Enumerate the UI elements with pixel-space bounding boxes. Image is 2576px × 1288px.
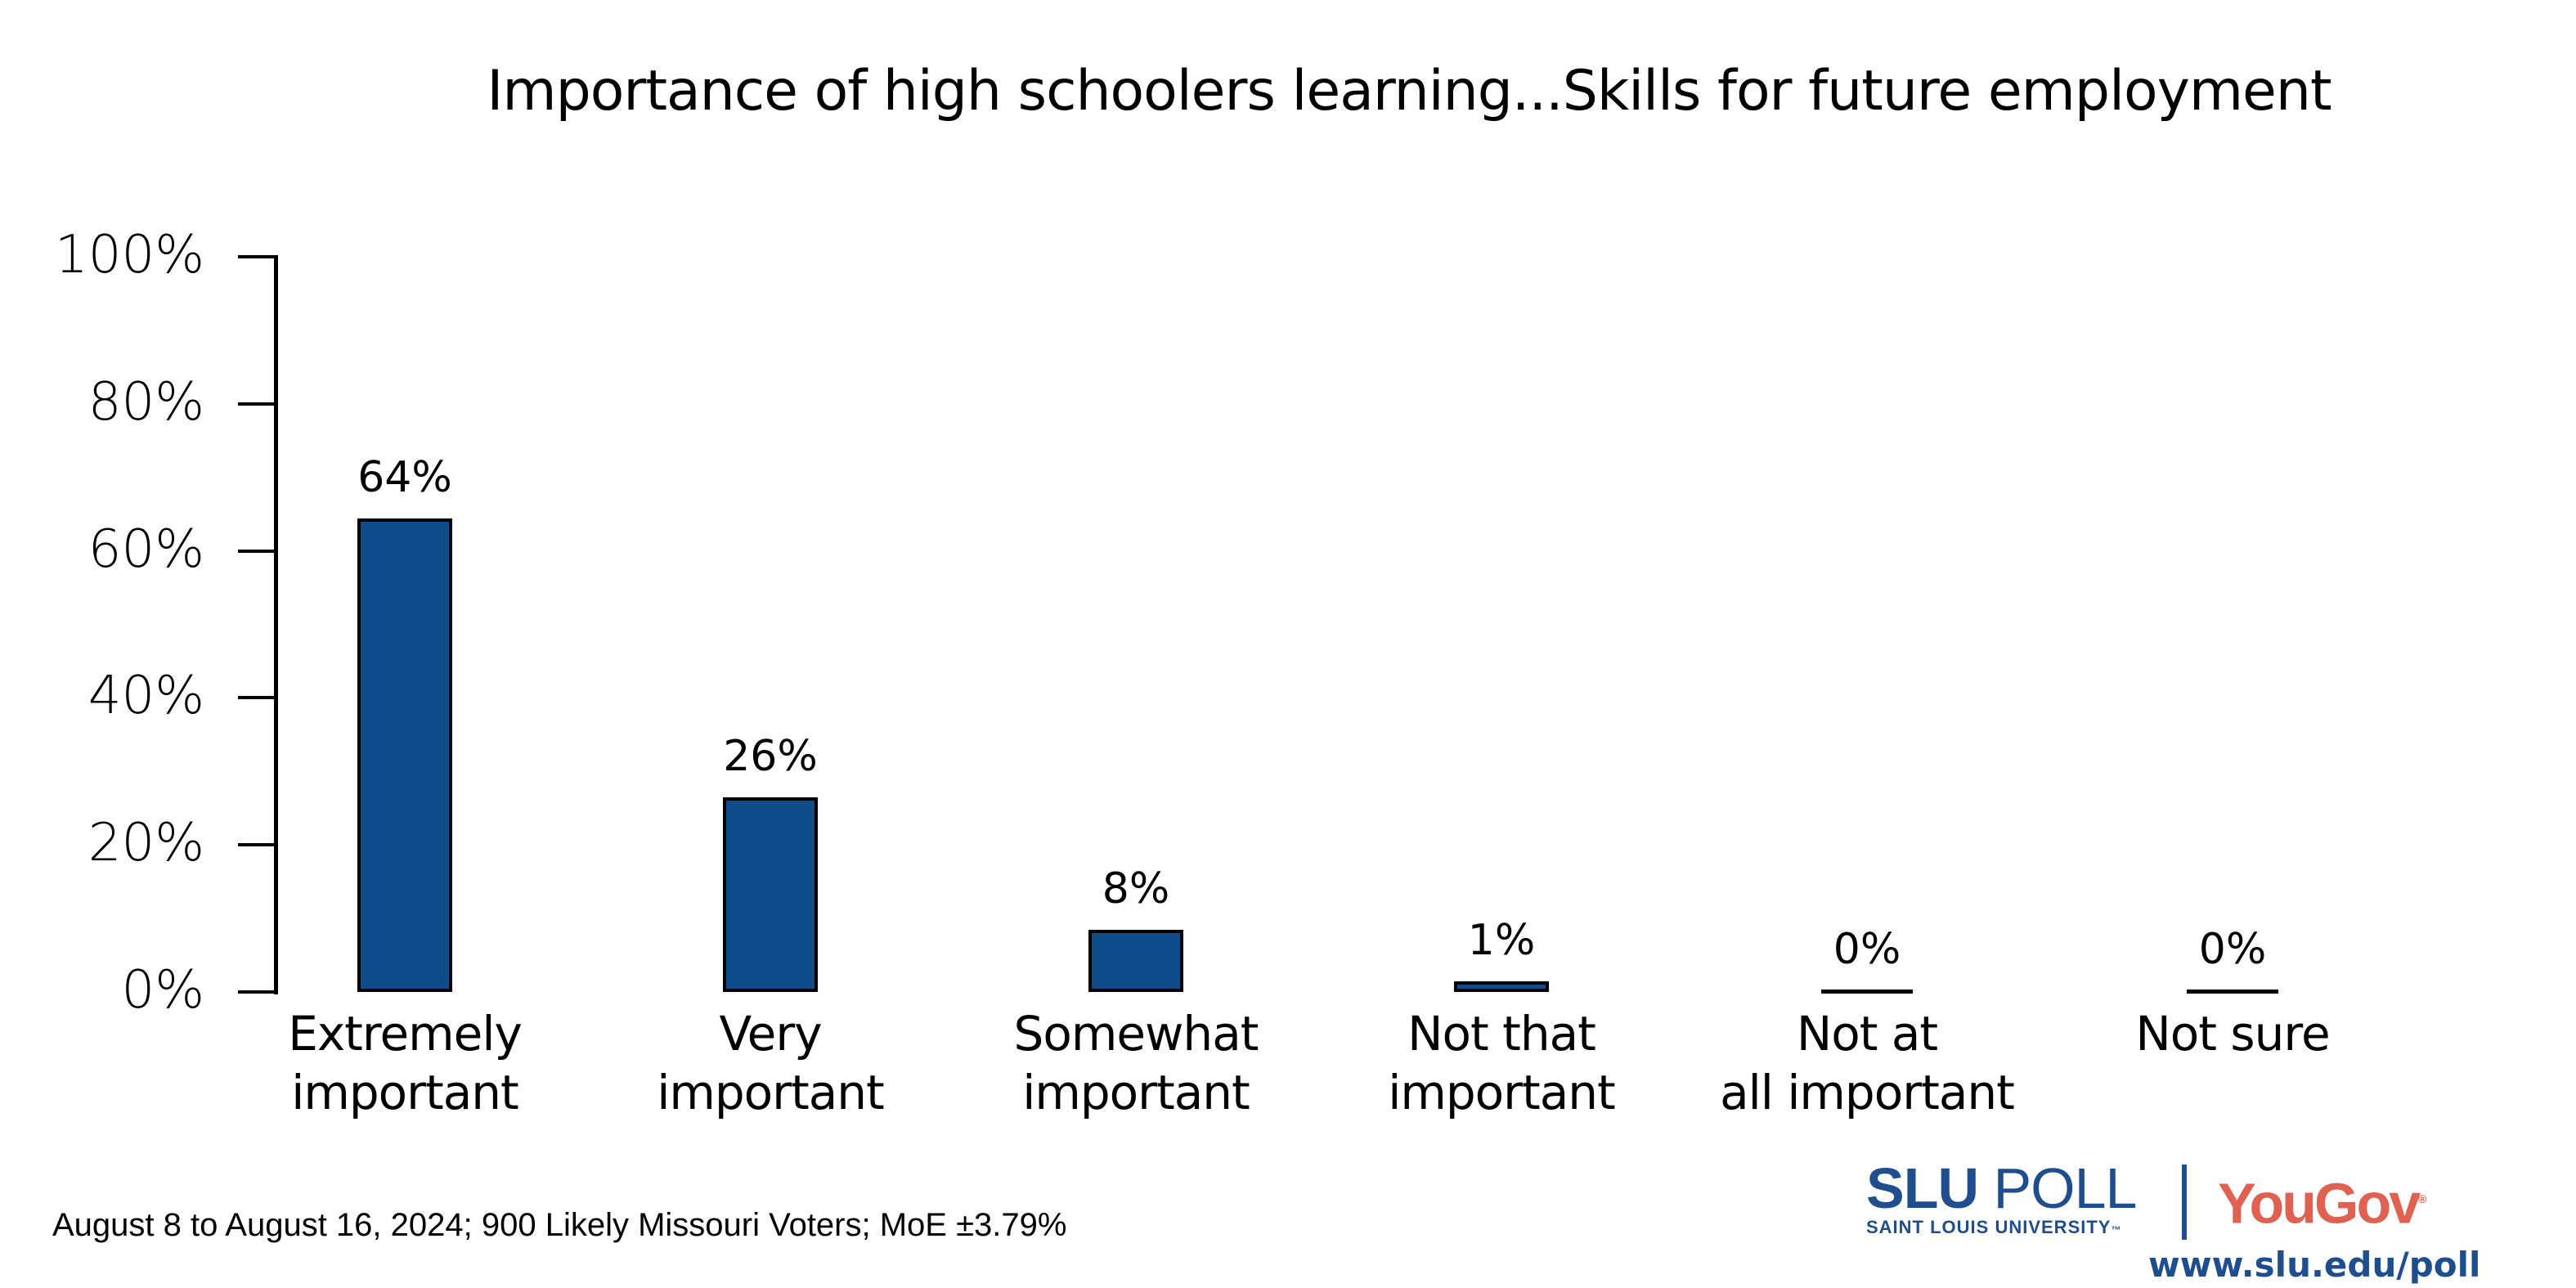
y-tick (238, 696, 276, 700)
y-tick (238, 549, 276, 553)
bar-zero (2187, 990, 2278, 994)
x-category-label: Very important (599, 1004, 942, 1122)
x-category-label: Not sure (2061, 1004, 2404, 1063)
y-tick-label: 80% (88, 371, 204, 433)
y-tick (238, 402, 276, 406)
x-label-line1: Not sure (2135, 1006, 2330, 1061)
y-tick-label: 60% (88, 518, 204, 580)
bar-zero (1821, 990, 1913, 994)
x-label-line2: important (1022, 1065, 1250, 1120)
bar-value-label: 0% (1833, 925, 1901, 974)
bar (1088, 930, 1183, 992)
trademark-symbol: ™ (2111, 1224, 2122, 1236)
y-tick (238, 843, 276, 847)
logo-divider (2182, 1165, 2187, 1240)
y-tick-label: 40% (88, 666, 204, 727)
chart-title: Importance of high schoolers learning...… (487, 59, 2331, 123)
yougov-logo: YouGov® (2218, 1166, 2426, 1236)
x-category-label: Not at all important (1695, 1004, 2039, 1122)
y-tick-label: 20% (88, 813, 204, 874)
survey-footnote: August 8 to August 16, 2024; 900 Likely … (52, 1207, 1067, 1243)
x-label-line2: all important (1720, 1065, 2015, 1120)
x-label-line1: Not at (1796, 1006, 1938, 1061)
x-label-line2: important (657, 1065, 885, 1120)
x-label-line1: Not that (1407, 1006, 1596, 1061)
slu-yougov-logo: SLU POLL SAINT LOUIS UNIVERSITY™ YouGov®… (1866, 1160, 2480, 1285)
slu-wordmark: SLU (1866, 1156, 1979, 1220)
x-label-line2: important (1388, 1065, 1616, 1120)
yougov-wordmark: YouGov (2218, 1171, 2421, 1236)
x-category-label: Extremely important (233, 1004, 577, 1122)
bar-value-label: 1% (1467, 916, 1536, 965)
y-tick-label: 100% (55, 225, 204, 285)
poll-url: www.slu.edu/poll (2148, 1245, 2481, 1285)
bar-value-label: 26% (723, 732, 818, 782)
x-category-label: Somewhat important (964, 1004, 1308, 1122)
bar (357, 518, 452, 992)
bar-value-label: 8% (1102, 864, 1170, 914)
bar (723, 797, 818, 992)
x-label-line1: Very (719, 1006, 822, 1061)
registered-mark: ® (2418, 1192, 2427, 1205)
slu-poll-logo: SLU POLL SAINT LOUIS UNIVERSITY™ (1866, 1160, 2137, 1241)
poll-wordmark: POLL (1993, 1156, 2137, 1220)
x-category-label: Not that important (1330, 1004, 1673, 1122)
y-tick (238, 990, 276, 994)
x-label-line1: Somewhat (1013, 1006, 1259, 1061)
bar (1454, 981, 1549, 992)
bar-value-label: 64% (357, 452, 452, 502)
x-label-line1: Extremely (288, 1006, 523, 1061)
y-tick-label: 0% (121, 960, 204, 1021)
saint-louis-university-text: SAINT LOUIS UNIVERSITY (1866, 1217, 2112, 1237)
bar-value-label: 0% (2198, 925, 2267, 974)
x-label-line2: important (291, 1065, 519, 1120)
y-axis-line (274, 255, 278, 994)
y-tick (238, 255, 276, 258)
